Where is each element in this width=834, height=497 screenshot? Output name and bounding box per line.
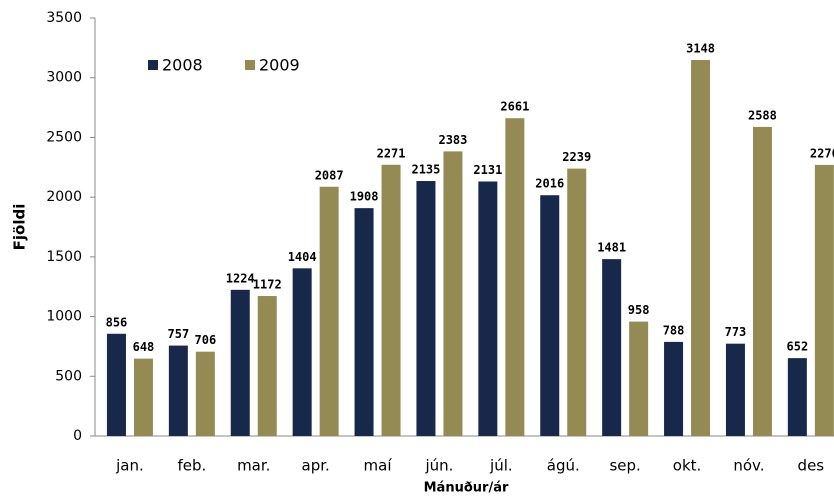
bar xyxy=(752,126,772,436)
value-label: 1404 xyxy=(288,250,317,264)
value-label: 2588 xyxy=(748,108,777,122)
bar xyxy=(478,181,498,436)
value-label: 1172 xyxy=(253,278,282,292)
bar xyxy=(381,164,401,436)
value-label: 2087 xyxy=(315,168,344,182)
value-label: 2383 xyxy=(438,133,467,147)
bar xyxy=(505,118,525,437)
legend-label: 2009 xyxy=(259,56,300,75)
y-axis-label: Fjöldi xyxy=(11,204,29,251)
x-axis-label: Mánuður/ár xyxy=(424,481,509,496)
bar xyxy=(787,358,807,436)
x-tick-label: jan. xyxy=(115,457,144,475)
bar xyxy=(354,208,374,436)
value-label: 2135 xyxy=(411,163,440,177)
value-label: 2239 xyxy=(562,150,591,164)
value-label: 706 xyxy=(195,333,217,347)
bar xyxy=(106,333,126,436)
x-tick-label: des xyxy=(798,457,825,475)
x-tick-label: maí xyxy=(364,457,393,475)
value-label: 757 xyxy=(168,327,190,341)
x-tick-label: sep. xyxy=(609,457,640,475)
bar xyxy=(664,341,684,436)
y-tick-label: 0 xyxy=(73,428,82,444)
y-tick-label: 2000 xyxy=(46,189,82,205)
x-tick-label: feb. xyxy=(177,457,206,475)
value-label: 2270 xyxy=(810,146,834,160)
bar xyxy=(814,164,834,436)
y-tick-label: 1500 xyxy=(46,249,82,265)
bar xyxy=(195,351,215,436)
x-tick-label: júl. xyxy=(489,457,513,475)
value-label: 958 xyxy=(628,303,650,317)
bar xyxy=(292,268,312,436)
value-label: 1481 xyxy=(597,241,626,255)
x-tick-label: apr. xyxy=(302,457,330,475)
legend-label: 2008 xyxy=(162,56,203,75)
x-tick-label: mar. xyxy=(237,457,270,475)
value-label: 2271 xyxy=(377,146,406,160)
value-label: 856 xyxy=(106,315,128,329)
bar xyxy=(725,343,745,436)
y-tick-label: 3000 xyxy=(46,70,82,86)
value-label: 1224 xyxy=(226,271,255,285)
value-label: 773 xyxy=(725,325,747,339)
legend-swatch xyxy=(245,60,255,70)
bar xyxy=(257,296,277,436)
bar xyxy=(540,195,560,436)
y-tick-label: 1000 xyxy=(46,309,82,325)
bar xyxy=(416,181,436,436)
bar xyxy=(168,345,188,436)
bar xyxy=(629,321,649,436)
x-tick-label: ágú. xyxy=(547,457,580,475)
value-label: 2016 xyxy=(535,177,564,191)
bar xyxy=(133,358,153,436)
value-label: 2131 xyxy=(473,163,502,177)
bar xyxy=(602,259,622,436)
y-tick-label: 500 xyxy=(55,368,82,384)
value-label: 652 xyxy=(787,340,809,354)
bar xyxy=(443,151,463,436)
legend-swatch xyxy=(148,60,158,70)
y-tick-label: 2500 xyxy=(46,129,82,145)
y-tick-label: 3500 xyxy=(46,10,82,26)
value-label: 648 xyxy=(133,340,155,354)
x-tick-label: okt. xyxy=(673,457,702,475)
bar xyxy=(567,168,587,436)
value-label: 788 xyxy=(663,323,685,337)
value-label: 2661 xyxy=(500,100,529,114)
bar xyxy=(319,186,339,436)
bar xyxy=(691,60,711,437)
x-tick-label: jún. xyxy=(424,457,453,475)
bar xyxy=(230,289,250,436)
x-tick-label: nóv. xyxy=(733,457,764,475)
value-label: 1908 xyxy=(350,190,379,204)
value-label: 3148 xyxy=(686,42,715,56)
